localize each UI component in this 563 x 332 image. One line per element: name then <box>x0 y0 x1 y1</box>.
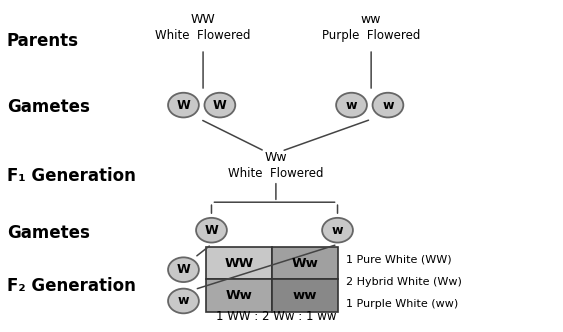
Ellipse shape <box>168 93 199 118</box>
Ellipse shape <box>336 93 367 118</box>
Text: Purple  Flowered: Purple Flowered <box>322 30 421 42</box>
Text: Ww: Ww <box>265 151 287 164</box>
Text: ww: ww <box>292 289 317 302</box>
Text: Gametes: Gametes <box>7 224 90 242</box>
Ellipse shape <box>168 289 199 313</box>
Text: W: W <box>213 99 227 112</box>
Text: w: w <box>382 99 394 112</box>
Text: Ww: Ww <box>291 257 318 270</box>
Text: WW: WW <box>224 257 253 270</box>
Bar <box>206 247 272 280</box>
Text: White  Flowered: White Flowered <box>228 167 324 180</box>
Text: W: W <box>204 224 218 237</box>
Bar <box>206 280 272 311</box>
Text: F₂ Generation: F₂ Generation <box>7 277 136 295</box>
Bar <box>272 280 338 311</box>
Text: Gametes: Gametes <box>7 98 90 116</box>
Ellipse shape <box>373 93 403 118</box>
Text: White  Flowered: White Flowered <box>155 30 251 42</box>
Ellipse shape <box>322 218 353 243</box>
Ellipse shape <box>196 218 227 243</box>
Text: w: w <box>178 294 189 307</box>
Ellipse shape <box>168 257 199 282</box>
Text: WW: WW <box>191 13 216 26</box>
Text: Ww: Ww <box>225 289 252 302</box>
Text: 1 Pure White (WW): 1 Pure White (WW) <box>346 255 452 265</box>
Ellipse shape <box>204 93 235 118</box>
Bar <box>272 247 338 280</box>
Text: 2 Hybrid White (Ww): 2 Hybrid White (Ww) <box>346 277 462 287</box>
Text: Parents: Parents <box>7 32 79 50</box>
Text: W: W <box>177 99 190 112</box>
Text: 1 Purple White (ww): 1 Purple White (ww) <box>346 299 458 309</box>
Text: W: W <box>177 263 190 276</box>
Text: w: w <box>346 99 358 112</box>
Text: w: w <box>332 224 343 237</box>
Text: ww: ww <box>361 13 381 26</box>
Text: 1 WW : 2 Ww : 1 ww: 1 WW : 2 Ww : 1 ww <box>216 310 336 323</box>
Text: F₁ Generation: F₁ Generation <box>7 167 136 185</box>
